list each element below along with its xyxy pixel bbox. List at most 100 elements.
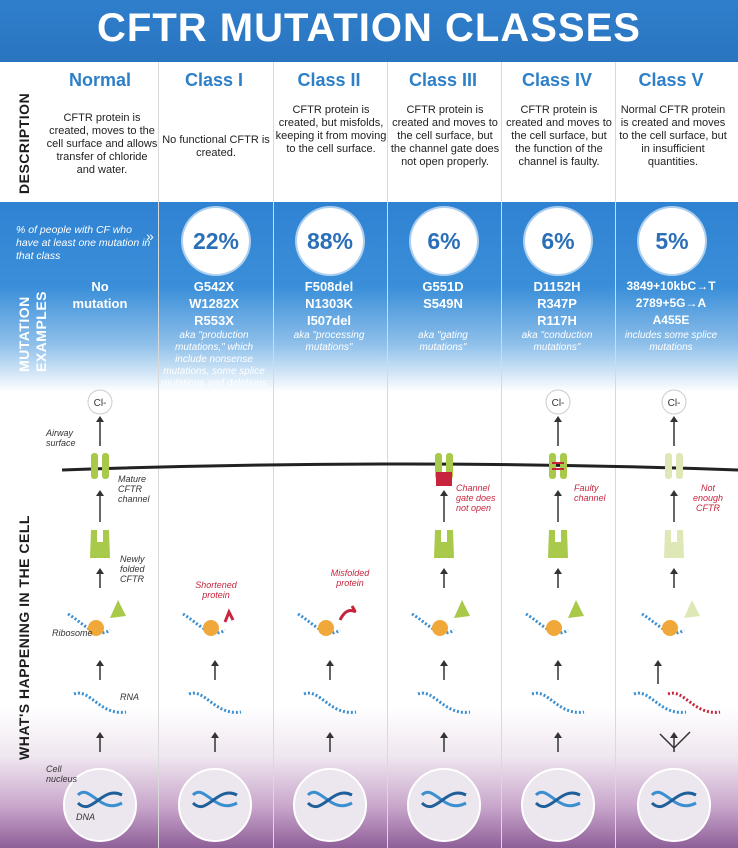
mutation-item: G542X — [193, 279, 235, 294]
mutation-list-class-5: 3849+10kbC→T 2789+5G→A A455E — [615, 278, 727, 329]
column-heading-class-2: Class II — [297, 70, 361, 90]
aka-class-4: aka "conduction mutations" — [521, 330, 593, 353]
column-heading-normal: Normal — [68, 70, 131, 90]
arrow-head-icon — [440, 660, 448, 666]
column-divider — [615, 62, 616, 848]
arrow-head-icon — [211, 660, 219, 666]
column-heading-class-5: Class V — [638, 70, 704, 90]
nucleus-circle — [178, 768, 252, 842]
label-rna: RNA — [120, 692, 140, 702]
ribosome-icon — [203, 620, 219, 636]
arrow-head-icon — [554, 416, 562, 422]
dna-strand-icon — [534, 791, 581, 808]
dna-strand-icon — [306, 791, 353, 807]
chevron-right-icon: » — [146, 228, 154, 244]
arrow-head-icon — [96, 568, 104, 574]
mutation-item: N1303K — [305, 296, 353, 311]
nascent-protein-icon — [684, 600, 700, 618]
page-title: CFTR MUTATION CLASSES — [97, 6, 641, 50]
mutation-list-class-1: G542X W1282X R553X — [158, 278, 270, 329]
nucleus-circle — [63, 768, 137, 842]
percent-class-2: 88% — [297, 208, 363, 274]
aka-class-2: aka "processing mutations" — [293, 330, 365, 353]
nucleus-circle — [637, 768, 711, 842]
dna-strand-icon — [76, 791, 123, 808]
mutation-item: R553X — [194, 313, 234, 328]
nucleus-circle — [407, 768, 481, 842]
dna-strand-icon — [650, 791, 697, 807]
misfolded-protein-icon — [338, 605, 357, 621]
arrow-head-icon — [670, 732, 678, 738]
description-class-5: Normal CFTR protein is created and moves… — [619, 104, 727, 168]
rna-strand-icon — [417, 691, 471, 714]
arrow-head-icon — [96, 732, 104, 738]
chloride-ion-icon — [87, 389, 113, 415]
column-heading-class-1: Class I — [184, 70, 244, 90]
arrow-head-icon — [554, 490, 562, 496]
column-divider — [273, 62, 274, 848]
dna-strand-icon — [76, 791, 123, 807]
arrow-head-icon — [440, 490, 448, 496]
label-faulty-channel: Faulty channel — [574, 483, 606, 503]
percent-class-5: 5% — [639, 208, 705, 274]
rna-strand-icon — [667, 691, 721, 714]
chloride-text: Cl- — [552, 398, 565, 409]
nucleus-circle — [521, 768, 595, 842]
column-heading-class-4: Class IV — [521, 70, 593, 90]
folded-cftr-icon — [434, 530, 454, 558]
arrow-head-icon — [440, 732, 448, 738]
arrow-head-icon — [554, 568, 562, 574]
faulty-channel-mark-icon — [552, 468, 564, 470]
nascent-protein-icon — [568, 600, 584, 618]
arrow-head-icon — [670, 568, 678, 574]
ribosome-icon — [662, 620, 678, 636]
faulty-channel-mark-icon — [552, 462, 564, 464]
cftr-channel-icon — [560, 453, 567, 479]
split-arrow-icon — [659, 731, 691, 750]
mutation-item: S549N — [423, 296, 463, 311]
label-misfolded-protein: Misfolded protein — [330, 568, 370, 588]
column-divider — [501, 62, 502, 848]
mutation-item: D1152H — [533, 279, 581, 294]
chloride-ion-icon — [661, 389, 687, 415]
chloride-ion-icon — [545, 389, 571, 415]
blocked-gate-icon — [436, 472, 452, 486]
label-channel-gate: Channel gate does not open — [456, 483, 496, 513]
mutation-list-class-2: F508del N1303K I507del — [273, 278, 385, 329]
title-banner: CFTR MUTATION CLASSES — [0, 0, 738, 62]
label-newly-folded: Newly folded CFTR — [120, 554, 145, 584]
label-not-enough: Not enough CFTR — [692, 483, 724, 513]
rna-strand-icon — [73, 691, 127, 714]
arrow-head-icon — [326, 732, 334, 738]
ribosome-icon — [546, 620, 562, 636]
folded-cftr-icon — [664, 530, 684, 558]
chloride-text: Cl- — [668, 398, 681, 409]
cftr-channel-icon — [102, 453, 109, 479]
label-mature-cftr: Mature CFTR channel — [118, 474, 150, 504]
dna-strand-icon — [420, 791, 467, 807]
nascent-protein-icon — [110, 600, 126, 618]
mutation-item: F508del — [304, 279, 354, 294]
mutation-item: R347P — [537, 296, 577, 311]
cftr-channel-icon — [665, 453, 672, 479]
arrow-head-icon — [670, 490, 678, 496]
dna-strand-icon — [191, 791, 238, 808]
arrow-head-icon — [96, 660, 104, 666]
column-heading-class-3: Class III — [408, 70, 478, 90]
nascent-protein-icon — [454, 600, 470, 618]
shortened-protein-icon — [223, 608, 235, 623]
mutation-item: A455E — [652, 313, 690, 327]
rna-strand-icon — [303, 691, 357, 714]
arrow-head-icon — [654, 660, 662, 666]
mutation-item: I507del — [306, 313, 352, 328]
mutation-item: 3849+10kbC→T — [626, 279, 716, 293]
cftr-channel-icon — [549, 453, 556, 479]
mutation-item: R117H — [537, 313, 577, 328]
dna-strand-icon — [534, 791, 581, 807]
mutation-item: W1282X — [189, 296, 239, 311]
dna-strand-icon — [650, 791, 697, 808]
mutation-item: G551D — [422, 279, 464, 294]
aka-class-5: includes some splice mutations — [624, 330, 718, 353]
folded-cftr-icon — [90, 530, 110, 558]
